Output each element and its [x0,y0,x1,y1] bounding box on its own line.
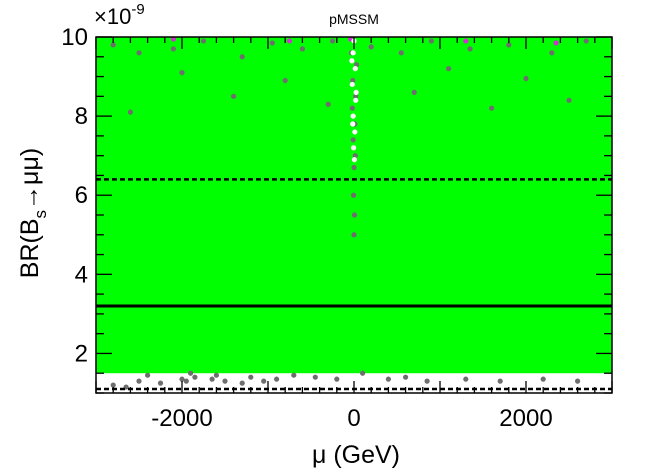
scatter-point-0-47 [566,97,572,103]
scatter-point-0-46 [489,105,495,111]
scatter-point-0-18 [334,376,340,382]
scatter-point-0-25 [540,376,546,382]
scatter-point-0-23 [463,376,469,382]
scatter-point-0-0 [110,382,116,388]
scatter-point-2-2 [352,66,358,72]
scatter-point-0-48 [179,70,185,76]
scatter-point-0-14 [261,378,267,384]
y-axis-label: BR(Bs→μμ) [16,148,50,278]
scatter-point-0-27 [110,42,116,48]
scatter-point-2-4 [353,97,359,103]
scatter-point-0-33 [299,46,305,52]
scatter-point-0-55 [353,93,359,99]
scatter-point-0-8 [192,374,198,380]
scatter-point-0-30 [200,38,207,44]
scatter-point-0-56 [349,105,355,111]
scatter-point-0-21 [403,374,409,380]
scatter-point-0-10 [213,372,219,378]
green-scatter-region [96,37,612,374]
y-multiplier-exponent: -9 [131,1,144,18]
scatter-point-2-5 [350,113,356,119]
scatter-point-0-61 [350,192,357,198]
scatter-point-2-11 [350,121,356,127]
scatter-point-0-38 [467,46,473,52]
scatter-point-1-3 [463,38,469,44]
y-multiplier-base: ×10 [94,4,131,29]
scatter-point-0-49 [446,66,452,72]
scatter-point-0-60 [351,164,357,171]
scatter-point-0-34 [329,38,336,44]
scatter-point-0-17 [312,374,318,380]
scatter-point-0-42 [127,109,133,115]
x-tick-label: 2000 [499,405,552,432]
y-tick-label: 6 [75,182,88,209]
scatter-point-0-51 [523,75,529,82]
y-tick-label: 2 [75,340,88,367]
scatter-point-0-43 [231,93,237,99]
y-tick-label: 10 [61,24,88,51]
scatter-point-2-8 [351,157,358,163]
scatter-point-0-11 [222,378,228,384]
y-tick-label: 8 [75,103,88,130]
scatter-point-2-9 [349,58,355,64]
scatter-point-0-19 [360,370,366,376]
scatter-point-0-5 [179,376,185,382]
scatter-point-0-35 [368,44,374,50]
scatter-point-0-40 [549,50,555,56]
scatter-point-0-22 [424,378,430,384]
scatter-point-0-20 [385,376,391,382]
chart-title: pMSSM [329,11,379,27]
scatter-point-0-58 [350,137,356,143]
scatter-point-0-29 [170,46,176,52]
scatter-point-0-37 [428,38,434,44]
scatter-point-0-31 [239,54,245,60]
scatter-point-2-10 [353,89,359,95]
scatter-point-0-28 [136,50,142,56]
scatter-point-0-16 [291,372,297,378]
scatter-point-1-4 [553,40,559,46]
scatter-point-0-36 [398,50,404,56]
scatter-point-0-2 [136,378,142,384]
scatter-point-0-15 [274,376,280,382]
scatter-point-0-9 [209,376,215,382]
y-label-post: →μμ) [16,148,44,210]
scatter-point-0-24 [497,378,503,384]
scatter-point-0-13 [248,374,254,380]
x-axis-label: μ (GeV) [312,441,400,469]
scatter-point-0-50 [282,77,288,84]
x-tick-label: 0 [347,405,360,432]
scatter-point-0-45 [411,89,417,95]
scatter-point-0-4 [157,380,164,386]
y-tick-label: 4 [75,261,88,288]
scatter-point-0-41 [583,38,589,44]
scatter-point-0-3 [145,372,151,378]
scatter-point-1-1 [286,38,293,44]
scatter-point-0-62 [351,212,358,218]
scatter-point-2-1 [350,50,356,56]
scatter-point-2-3 [349,81,355,88]
scatter-point-0-53 [353,62,360,68]
scatter-point-0-32 [269,40,275,46]
y-label-sub: s [31,210,50,219]
y-label-pre: BR(B [16,218,44,278]
scatter-point-0-26 [575,378,581,384]
plot-area [96,37,612,374]
scatter-point-0-59 [352,153,358,159]
scatter-point-0-6 [183,378,189,384]
scatter-point-2-7 [350,145,357,151]
scatter-point-0-63 [351,232,357,238]
scatter-point-0-39 [506,42,512,48]
scatter-point-0-12 [239,380,245,386]
x-tick-label: -2000 [151,405,212,432]
scatter-point-2-6 [352,129,358,135]
scatter-point-0-54 [350,77,356,84]
scatter-point-0-44 [325,101,331,107]
data-marks [110,36,589,390]
y-axis-multiplier: ×10-9 [94,1,145,29]
scatter-point-0-7 [188,370,194,376]
axis-ticks: 2 4 6 8 10 -2000 0 2000 [61,24,613,432]
